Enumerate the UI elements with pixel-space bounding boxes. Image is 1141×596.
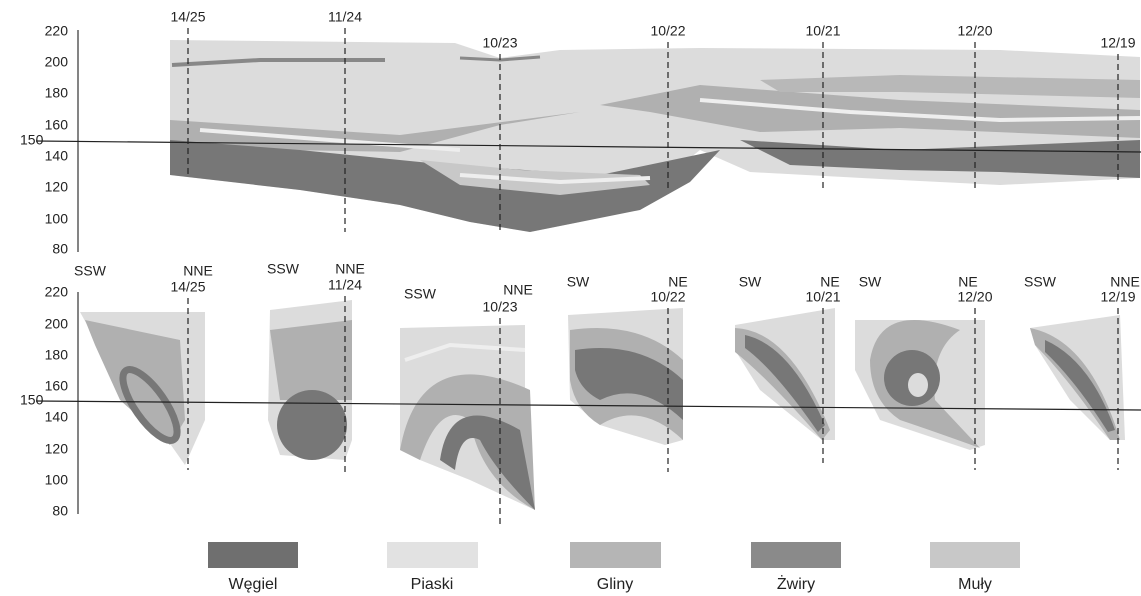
- borehole-label: 14/25: [170, 279, 205, 295]
- borehole-label: 11/24: [328, 277, 362, 293]
- direction-label: SSW: [267, 261, 300, 277]
- y-axis-label: 200: [45, 316, 69, 332]
- top-section-body: [170, 40, 1140, 232]
- y-axis-label: 120: [45, 441, 69, 457]
- direction-label: SSW: [74, 263, 107, 279]
- borehole-label: 12/20: [957, 23, 992, 39]
- reference-label: 150: [20, 132, 44, 148]
- legend-label: Muły: [958, 576, 992, 593]
- y-axis-label: 80: [52, 503, 68, 519]
- borehole-label: 12/19: [1100, 289, 1135, 305]
- direction-label: NE: [820, 274, 839, 290]
- legend-label: Żwiry: [777, 574, 815, 593]
- direction-label: NE: [668, 274, 687, 290]
- y-axis-label: 80: [52, 241, 68, 257]
- y-axis-label: 220: [45, 284, 69, 300]
- borehole-label: 10/22: [650, 23, 685, 39]
- y-axis-label: 200: [45, 54, 69, 70]
- y-axis-label: 180: [45, 347, 69, 363]
- legend-swatches: [208, 542, 1020, 568]
- y-axis-label: 120: [45, 179, 69, 195]
- borehole-label: 10/23: [482, 299, 517, 315]
- borehole-label: 10/22: [650, 289, 685, 305]
- legend-label: Węgiel: [229, 576, 278, 593]
- y-axis-label: 160: [45, 117, 69, 133]
- borehole-label: 12/19: [1100, 35, 1135, 51]
- borehole-label: 14/25: [170, 9, 205, 25]
- direction-label: NNE: [335, 261, 365, 277]
- y-axis-label: 180: [45, 85, 69, 101]
- y-axis-label: 100: [45, 211, 69, 227]
- y-axis-label: 220: [45, 23, 69, 39]
- direction-label: NNE: [1110, 274, 1140, 290]
- direction-label: NNE: [183, 263, 213, 279]
- direction-label: SW: [859, 274, 882, 290]
- borehole-label: 10/21: [805, 23, 840, 39]
- legend-label: Gliny: [597, 576, 633, 593]
- direction-label: SSW: [404, 286, 437, 302]
- y-axis-label: 160: [45, 378, 69, 394]
- direction-label: SW: [739, 274, 762, 290]
- direction-label: NE: [958, 274, 977, 290]
- bottom-section-profiles: [80, 300, 1125, 510]
- geologic-cross-section: 220 200 180 160 140 120 100 80 220 200 180 160 140 12…: [0, 0, 1141, 596]
- legend-label: Piaski: [411, 576, 454, 593]
- borehole-label: 10/23: [482, 35, 517, 51]
- direction-label: NNE: [503, 282, 533, 298]
- direction-label: SSW: [1024, 274, 1057, 290]
- borehole-label: 12/20: [957, 289, 992, 305]
- y-axis-label: 140: [45, 148, 69, 164]
- y-axis-label: 100: [45, 472, 69, 488]
- reference-label: 150: [20, 392, 44, 408]
- direction-label: SW: [567, 274, 590, 290]
- borehole-label: 11/24: [328, 9, 362, 25]
- borehole-label: 10/21: [805, 289, 840, 305]
- y-axis-label: 140: [45, 409, 69, 425]
